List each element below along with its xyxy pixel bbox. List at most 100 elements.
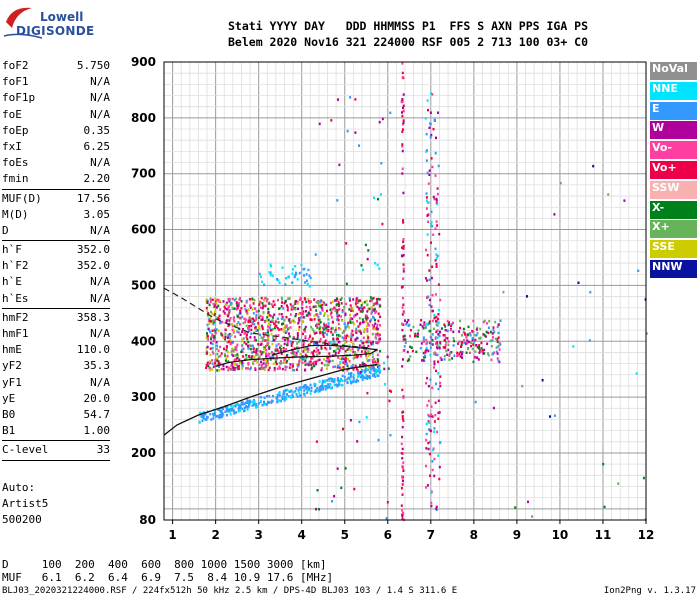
- echo-point: [491, 332, 494, 335]
- echo-point: [316, 386, 319, 390]
- echo-point: [262, 358, 265, 362]
- echo-point: [310, 340, 313, 343]
- echo-point: [284, 365, 287, 368]
- echo-point: [438, 411, 441, 414]
- echo-point: [290, 340, 293, 343]
- echo-point: [209, 341, 212, 345]
- echo-point: [254, 368, 257, 371]
- echo-point: [310, 318, 313, 322]
- echo-point: [404, 341, 407, 345]
- echo-point: [278, 392, 281, 395]
- echo-point: [426, 484, 429, 487]
- echo-point: [362, 362, 365, 366]
- echo-point: [429, 440, 431, 444]
- echo-point: [459, 319, 462, 323]
- echo-point: [427, 201, 430, 204]
- echo-point: [259, 343, 262, 346]
- echo-point: [282, 307, 285, 310]
- echo-point: [259, 396, 262, 399]
- echo-point: [326, 384, 329, 388]
- echo-point: [269, 263, 272, 266]
- echo-point: [237, 302, 240, 305]
- echo-point: [448, 354, 451, 357]
- echo-point: [312, 364, 315, 368]
- echo-point: [224, 332, 227, 335]
- echo-point: [363, 344, 366, 348]
- echo-point: [269, 271, 272, 274]
- echo-point: [248, 316, 251, 320]
- echo-point: [436, 336, 439, 339]
- echo-point: [318, 386, 321, 389]
- echo-point: [422, 340, 425, 343]
- echo-point: [240, 300, 243, 303]
- echo-point: [225, 348, 228, 352]
- param-row: D N/A: [2, 223, 110, 239]
- echo-point: [431, 468, 434, 472]
- echo-point: [212, 322, 215, 326]
- echo-point: [390, 390, 393, 393]
- echo-point: [214, 297, 217, 301]
- echo-point: [352, 350, 355, 354]
- echo-point: [553, 213, 556, 216]
- echo-point: [429, 429, 432, 432]
- echo-point: [401, 145, 404, 148]
- echo-point: [439, 298, 442, 302]
- echo-point: [322, 333, 325, 336]
- header-columns: Stati YYYY DAY DDD HHMMSS P1 FFS S AXN P…: [228, 19, 589, 33]
- echo-point: [447, 343, 450, 347]
- echo-point: [402, 303, 405, 306]
- echo-point: [331, 327, 334, 330]
- echo-point: [444, 325, 447, 328]
- echo-point: [210, 298, 212, 302]
- echo-point: [279, 367, 281, 370]
- echo-point: [303, 274, 305, 277]
- echo-point: [313, 382, 316, 386]
- echo-point: [245, 324, 248, 328]
- echo-point: [309, 318, 312, 321]
- echo-point: [321, 388, 324, 391]
- echo-point: [261, 366, 264, 370]
- echo-point: [343, 329, 345, 333]
- echo-point: [439, 342, 442, 346]
- echo-point: [378, 333, 381, 337]
- echo-point: [224, 307, 227, 310]
- echo-point: [368, 358, 371, 362]
- echo-point: [300, 263, 303, 267]
- echo-point: [315, 360, 318, 364]
- echo-point: [427, 447, 430, 451]
- echo-point: [317, 300, 320, 304]
- echo-point: [282, 330, 285, 333]
- echo-point: [219, 345, 222, 349]
- echo-point: [363, 327, 366, 331]
- echo-point: [401, 493, 404, 496]
- echo-point: [296, 342, 299, 345]
- echo-point: [226, 341, 229, 344]
- param-label: B0: [2, 407, 16, 421]
- echo-point: [324, 327, 327, 330]
- echo-point: [526, 295, 528, 298]
- echo-point: [248, 329, 250, 333]
- echo-point: [343, 339, 346, 342]
- echo-point: [290, 342, 293, 345]
- echo-point: [435, 369, 437, 373]
- echo-point: [273, 367, 276, 370]
- echo-point: [450, 351, 453, 354]
- echo-point: [348, 344, 351, 348]
- echo-point: [329, 341, 332, 345]
- x-tick-label: 11: [595, 528, 612, 542]
- echo-point: [478, 351, 481, 354]
- echo-point: [370, 306, 373, 309]
- echo-point: [273, 313, 276, 316]
- echo-point: [224, 336, 226, 339]
- echo-point: [426, 376, 429, 380]
- echo-point: [327, 363, 330, 367]
- echo-point: [368, 374, 371, 378]
- file-info-footer: BLJ03_2020321224000.RSF / 224fx512h 50 k…: [2, 586, 458, 596]
- echo-point: [337, 301, 340, 304]
- echo-point: [400, 100, 403, 104]
- echo-point: [312, 330, 315, 333]
- echo-point: [275, 344, 278, 347]
- echo-point: [285, 361, 288, 364]
- echo-point: [214, 300, 217, 303]
- echo-point: [431, 460, 434, 463]
